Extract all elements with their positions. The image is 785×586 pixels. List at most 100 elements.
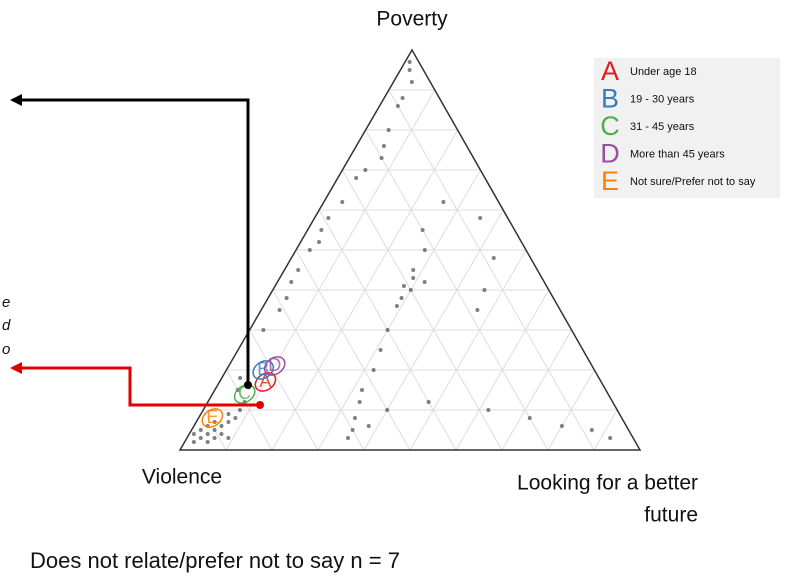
data-point	[426, 400, 431, 404]
group-contour	[252, 360, 275, 380]
data-point	[385, 328, 390, 332]
group-letter: E	[206, 407, 218, 427]
data-point	[350, 428, 355, 432]
footnote: Does not relate/prefer not to say n = 7	[30, 548, 400, 573]
annotation-fragment: o	[2, 341, 10, 358]
data-point	[385, 408, 390, 412]
grid-line	[593, 409, 618, 451]
data-point	[371, 368, 376, 372]
data-point	[354, 176, 359, 180]
data-point	[326, 216, 331, 220]
data-point	[205, 440, 210, 444]
data-point	[366, 424, 371, 428]
data-point	[340, 200, 345, 204]
data-point	[277, 308, 282, 312]
annotation-fragment: e	[2, 294, 10, 311]
data-point	[289, 280, 294, 284]
data-point	[233, 416, 238, 420]
data-point	[360, 388, 364, 392]
legend-label: 31 - 45 years	[630, 121, 695, 133]
grid-line	[409, 249, 527, 451]
data-point	[345, 436, 350, 440]
data-point	[475, 308, 480, 312]
legend-label: 19 - 30 years	[630, 93, 695, 105]
legend-letter: D	[600, 139, 620, 169]
triangle	[178, 48, 642, 451]
data-point	[378, 348, 383, 352]
data-point	[394, 304, 399, 308]
data-point	[486, 408, 491, 412]
data-point	[238, 376, 243, 380]
grid-line	[341, 169, 503, 451]
grid-line	[295, 249, 411, 451]
data-point	[219, 424, 224, 428]
data-point	[212, 436, 217, 440]
data-point	[478, 216, 483, 220]
data-point	[399, 296, 404, 300]
grid-line	[225, 89, 436, 451]
data-point	[226, 436, 231, 440]
data-point	[482, 288, 487, 292]
data-point	[198, 436, 203, 440]
legend-label: More than 45 years	[630, 148, 725, 160]
arrow-origin	[244, 381, 252, 389]
data-point	[441, 200, 446, 204]
data-point	[219, 432, 224, 436]
data-point	[226, 412, 231, 416]
data-point	[238, 408, 242, 412]
group-contour	[201, 408, 224, 428]
grid-line	[547, 369, 595, 451]
group-letter: D	[268, 355, 281, 375]
data-point	[407, 60, 412, 64]
data-point	[420, 228, 425, 232]
legend-letter: E	[601, 166, 619, 196]
grid-line	[249, 329, 319, 451]
data-point	[608, 436, 613, 440]
arrow-head	[10, 94, 22, 106]
data-point	[401, 284, 406, 288]
red-arrow	[20, 366, 258, 407]
vertex-label: future	[644, 504, 698, 527]
data-point	[319, 228, 324, 232]
grid	[202, 89, 618, 451]
data-point	[261, 328, 266, 332]
data-point	[491, 256, 496, 260]
data-point	[409, 80, 414, 84]
annotation-fragment: d	[2, 317, 11, 334]
data-point	[422, 280, 427, 284]
group-contour	[254, 372, 277, 392]
vertex-label: Violence	[142, 466, 222, 489]
grid-line	[455, 289, 550, 451]
grid-line	[501, 329, 573, 451]
data-point	[381, 144, 386, 148]
grid-line	[225, 369, 273, 451]
data-point	[527, 416, 532, 420]
data-point	[559, 424, 564, 428]
arrow-head	[10, 362, 22, 374]
data-point	[307, 248, 312, 252]
data-point	[205, 432, 210, 436]
legend-label: Under age 18	[630, 66, 697, 78]
data-point	[411, 268, 416, 272]
data-point	[407, 68, 412, 72]
data-point	[411, 276, 416, 280]
legend-box	[594, 58, 780, 198]
legend-label: Not sure/Prefer not to say	[630, 176, 756, 188]
data-point	[212, 428, 217, 432]
vertex-label: Looking for a better	[517, 472, 698, 495]
vertex-label: Poverty	[376, 8, 448, 31]
data-point	[212, 420, 217, 424]
points	[191, 60, 613, 444]
data-point	[226, 420, 231, 424]
data-point	[400, 96, 405, 100]
legend-letter: B	[601, 84, 619, 114]
data-point	[422, 248, 427, 252]
grid-line	[272, 289, 365, 451]
data-point	[395, 104, 400, 108]
data-point	[191, 440, 196, 444]
grid-line	[388, 89, 595, 451]
group-contour	[233, 384, 256, 404]
grid-line	[317, 169, 481, 451]
data-point	[317, 240, 322, 244]
